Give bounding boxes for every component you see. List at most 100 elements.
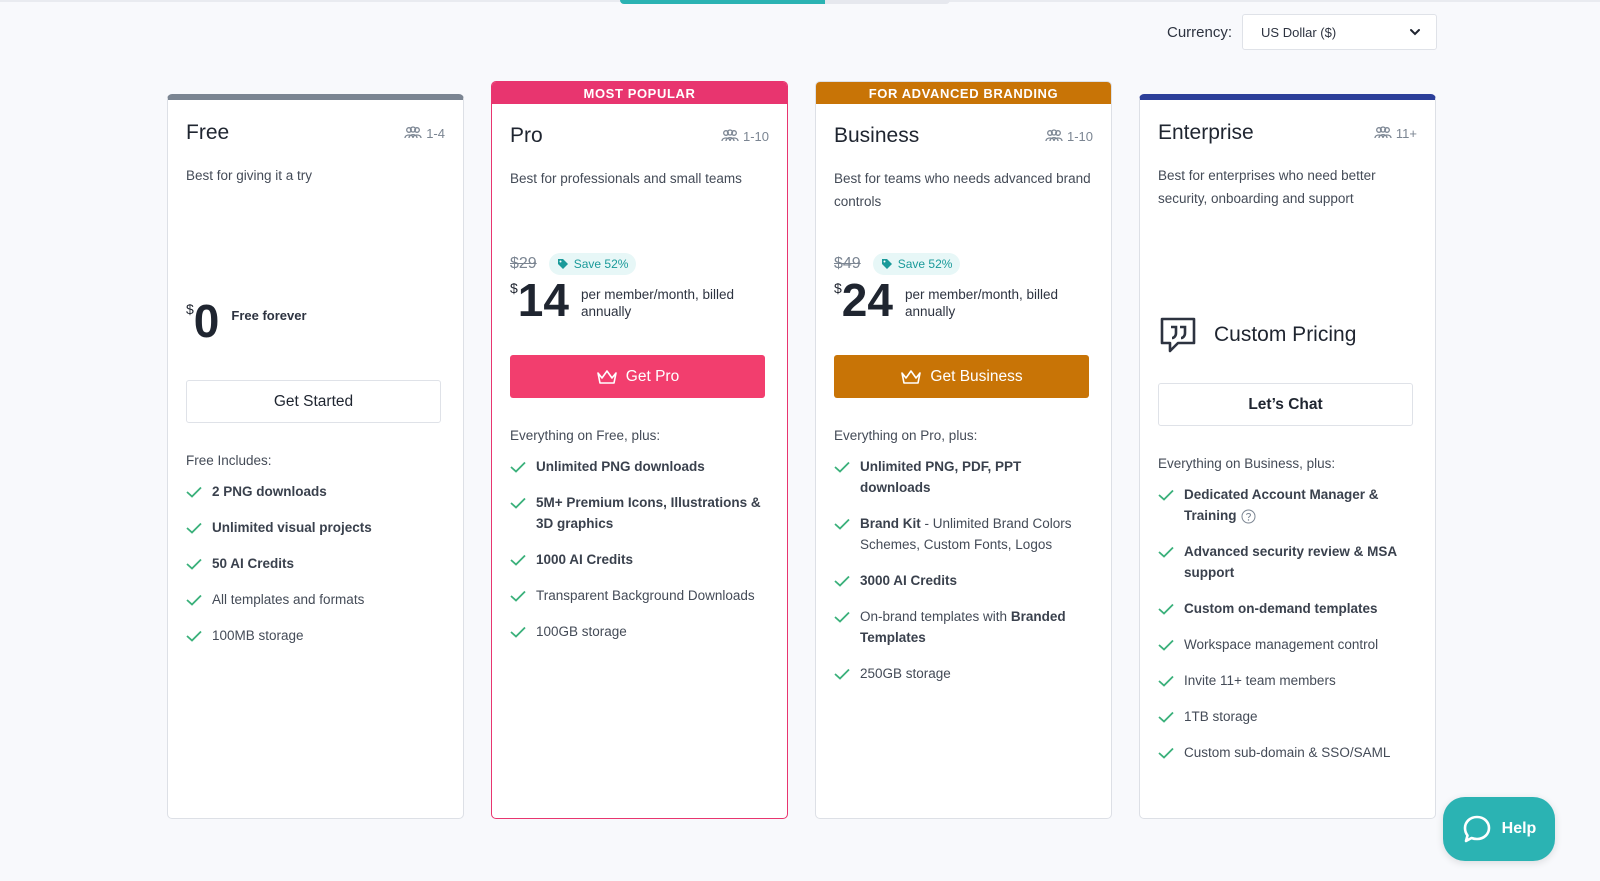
crown-icon [901, 369, 922, 384]
feature-text: Brand Kit - Unlimited Brand Colors Schem… [860, 513, 1093, 555]
feature-item: Custom on-demand templates [1158, 598, 1417, 619]
feature-item: Custom sub-domain & SSO/SAML [1158, 742, 1417, 763]
price-amount: 24 [841, 274, 893, 326]
feature-text: 100GB storage [536, 624, 627, 639]
price-note: per member/month, billed annually [904, 287, 1059, 319]
discount-row: $29 Save 52% [510, 252, 769, 276]
check-icon [186, 589, 203, 610]
old-price: $29 [510, 255, 537, 272]
feature-text: 250GB storage [860, 666, 951, 681]
check-icon [834, 663, 851, 684]
feature-item: Unlimited visual projects [186, 517, 445, 538]
check-icon [510, 549, 527, 570]
check-icon [1158, 598, 1175, 619]
feature-item: Dedicated Account Manager & Training [1158, 484, 1417, 526]
currency-symbol: $ [186, 301, 194, 317]
feature-text-main: Dedicated Account Manager & Training [1184, 487, 1379, 523]
feature-text: Transparent Background Downloads [536, 588, 755, 603]
check-icon [510, 621, 527, 642]
seat-range-text: 1-10 [742, 128, 769, 144]
get-business-button[interactable]: Get Business [834, 355, 1089, 398]
currency-value: US Dollar ($) [1261, 24, 1337, 40]
feature-list: Dedicated Account Manager & Training Adv… [1158, 484, 1417, 763]
feature-text: Unlimited PNG downloads [536, 459, 705, 474]
price-note: Free forever [231, 308, 307, 323]
chevron-down-icon [1410, 29, 1421, 36]
help-button[interactable]: Help [1443, 797, 1555, 861]
discount-row: $49 Save 52% [834, 252, 1093, 276]
lets-chat-button[interactable]: Let’s Chat [1158, 383, 1413, 426]
plan-name: Enterprise [1158, 121, 1254, 144]
plan-description: Best for giving it a try [186, 168, 313, 183]
price: $ 14 [510, 276, 569, 324]
currency-selector: Currency: US Dollar ($) [1167, 14, 1438, 50]
price-amount: 0 [193, 295, 220, 347]
get-started-button[interactable]: Get Started [186, 380, 441, 423]
save-badge: Save 52% [548, 253, 637, 275]
feature-text: Unlimited PNG, PDF, PPT downloads [860, 459, 1022, 495]
check-icon [834, 513, 851, 534]
plan-name: Pro [510, 124, 543, 147]
save-text: Save 52% [573, 257, 629, 271]
plan-card-business: FOR ADVANCED BRANDING Business 1-10 Best… [815, 81, 1112, 819]
plan-name: Free [186, 121, 230, 144]
feature-text-bold: Branded Templates [860, 609, 1066, 645]
save-text: Save 52% [897, 257, 953, 271]
feature-text: 3000 AI Credits [860, 573, 958, 588]
check-icon [1158, 706, 1175, 727]
billing-toggle-active[interactable] [620, 0, 825, 4]
check-icon [834, 570, 851, 591]
crown-icon [596, 369, 617, 384]
seat-range: 11+ [1374, 126, 1417, 141]
advanced-branding-ribbon: FOR ADVANCED BRANDING [816, 82, 1111, 104]
plan-card-pro: MOST POPULAR Pro 1-10 Best for professio… [491, 81, 788, 819]
feature-item: Invite 11+ team members [1158, 670, 1417, 691]
currency-label: Currency: [1167, 23, 1233, 41]
seat-range: 1-4 [404, 126, 445, 141]
feature-item: 3000 AI Credits [834, 570, 1093, 591]
users-icon [721, 129, 739, 142]
feature-item: 2 PNG downloads [186, 481, 445, 502]
feature-item: Unlimited PNG downloads [510, 456, 769, 477]
seat-range-text: 1-10 [1066, 128, 1093, 144]
plan-name: Business [834, 124, 920, 147]
check-icon [1158, 634, 1175, 655]
currency-dropdown[interactable]: US Dollar ($) [1242, 14, 1438, 50]
check-icon [1158, 742, 1175, 763]
check-icon [510, 456, 527, 477]
feature-text: 100MB storage [212, 628, 304, 643]
pricing-plans: Free 1-4 Best for giving it a try $ 0 Fr… [167, 81, 1436, 819]
feature-text: 5M+ Premium Icons, Illustrations & 3D gr… [536, 495, 761, 531]
feature-text: Custom on-demand templates [1184, 601, 1378, 616]
feature-item: 5M+ Premium Icons, Illustrations & 3D gr… [510, 492, 769, 534]
check-icon [1158, 541, 1175, 562]
check-icon [510, 492, 527, 513]
price: $ 24 [834, 276, 893, 324]
price-note: per member/month, billed annually [580, 287, 735, 319]
price-amount: 14 [517, 274, 569, 326]
feature-item: All templates and formats [186, 589, 445, 610]
get-pro-label: Get Pro [625, 367, 680, 385]
feature-text: 2 PNG downloads [212, 484, 327, 499]
get-started-label: Get Started [273, 392, 354, 410]
includes-title: Everything on Pro, plus: [834, 428, 978, 443]
custom-pricing: Custom Pricing [1158, 313, 1417, 357]
lets-chat-label: Let’s Chat [1248, 395, 1323, 413]
price-row: $ 14 per member/month, billed annually [510, 276, 769, 326]
users-icon [1045, 129, 1063, 142]
plan-description: Best for teams who needs advanced brand … [834, 171, 1091, 209]
tag-icon [881, 259, 892, 269]
feature-item: 50 AI Credits [186, 553, 445, 574]
price: $ 0 [186, 297, 219, 345]
includes-title: Everything on Business, plus: [1158, 456, 1336, 471]
feature-text: Custom sub-domain & SSO/SAML [1184, 745, 1391, 760]
feature-text: Dedicated Account Manager & Training [1184, 484, 1417, 526]
tag-icon [557, 259, 568, 269]
chat-bubble-icon [1463, 815, 1490, 843]
check-icon [186, 517, 203, 538]
question-icon[interactable] [1241, 509, 1256, 524]
get-pro-button[interactable]: Get Pro [510, 355, 765, 398]
plan-description: Best for enterprises who need better sec… [1158, 168, 1376, 206]
billing-toggle[interactable] [620, 0, 950, 4]
feature-text-bold: Brand Kit [860, 516, 921, 531]
